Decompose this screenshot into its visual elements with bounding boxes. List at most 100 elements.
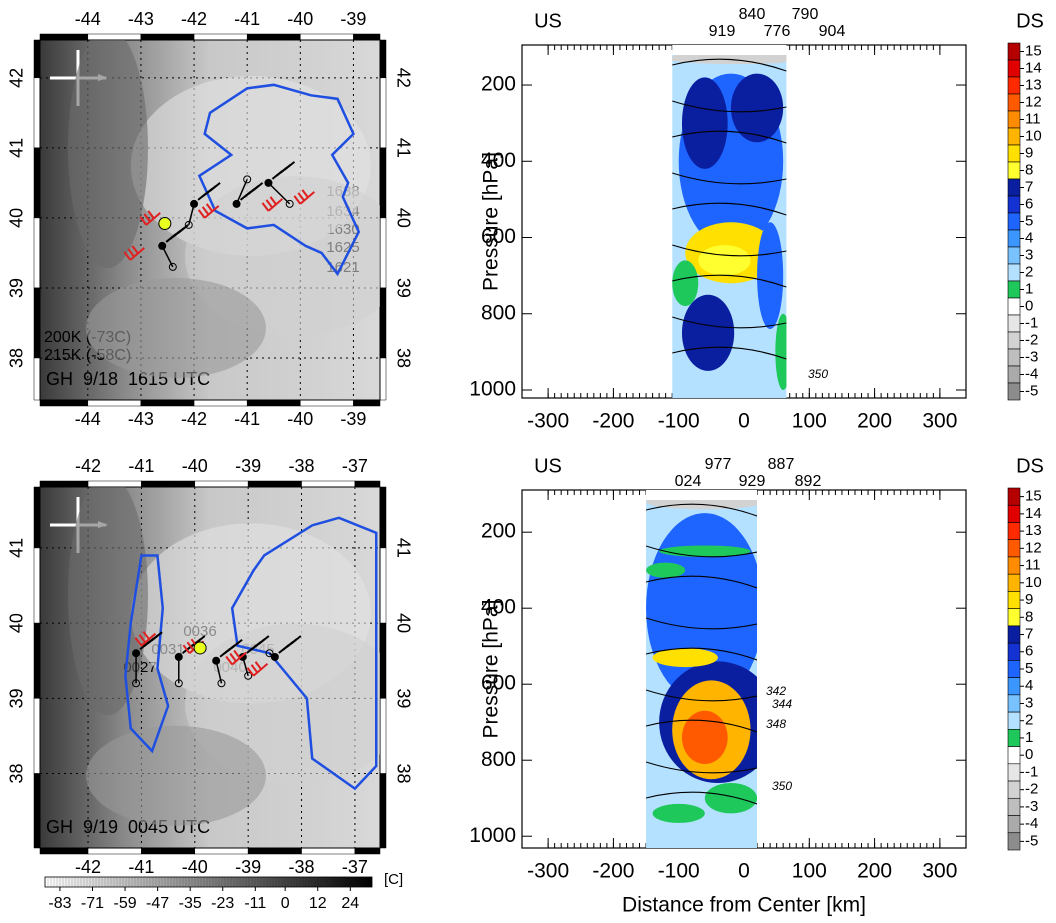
colorbar-box bbox=[1007, 660, 1021, 678]
isentrope bbox=[646, 791, 758, 805]
colorbar-box bbox=[1007, 195, 1021, 214]
x-tick-label: -42 bbox=[181, 409, 207, 429]
frame-bar bbox=[246, 33, 301, 41]
colorbar-box bbox=[1007, 76, 1021, 95]
frame-bar bbox=[379, 547, 387, 624]
y-tick-label: 41 bbox=[393, 538, 413, 558]
frame-bar bbox=[33, 547, 41, 624]
wind-barb bbox=[246, 667, 255, 677]
contour-label: 350 bbox=[808, 367, 828, 381]
x-tick-label: -200 bbox=[592, 410, 634, 433]
isentrope bbox=[672, 172, 787, 185]
sonde-splash bbox=[265, 649, 274, 658]
y-tick-label: 40 bbox=[7, 613, 27, 633]
cloud-contour bbox=[124, 554, 170, 754]
frame-bar bbox=[33, 217, 41, 289]
frame-bar bbox=[379, 357, 387, 401]
colorbar-box bbox=[1007, 556, 1021, 575]
x-tick-label: 0 bbox=[738, 860, 750, 883]
cloud-contour bbox=[197, 83, 361, 277]
isentrope bbox=[672, 274, 787, 288]
sonde-label: 904 bbox=[819, 23, 846, 40]
x-tick-label: -38 bbox=[289, 857, 315, 877]
frame-bar bbox=[379, 486, 387, 549]
sonde-drop bbox=[270, 652, 279, 661]
frame-bar bbox=[39, 847, 89, 855]
sonde-track bbox=[235, 179, 248, 205]
frame-bar bbox=[141, 480, 196, 488]
colorbar-box bbox=[1007, 229, 1021, 248]
sonde-drop bbox=[174, 652, 183, 661]
isentrope bbox=[672, 100, 787, 113]
section-panel: -300 -200 -100 0 100 200 3002004006008001000Pr… bbox=[469, 455, 1044, 916]
colorbar-box bbox=[1007, 522, 1021, 541]
cloud bbox=[86, 278, 266, 378]
frame-bar bbox=[247, 480, 302, 488]
sonde-drop bbox=[238, 652, 247, 661]
section-blob bbox=[652, 803, 705, 823]
wind-barb bbox=[231, 638, 243, 649]
y-tick-label: 600 bbox=[481, 672, 516, 695]
colorbar-label: 4 bbox=[1025, 229, 1033, 246]
frame-bar bbox=[193, 399, 248, 407]
isentrope bbox=[672, 316, 787, 329]
x-tick-label: 200 bbox=[857, 860, 892, 883]
x-tick-label: -39 bbox=[340, 9, 366, 29]
section-blob bbox=[681, 294, 735, 371]
colorbar-label: 13 bbox=[1025, 522, 1042, 539]
storm-center bbox=[158, 217, 172, 231]
colorbar-box bbox=[1007, 382, 1021, 401]
colorbar-box bbox=[1007, 246, 1021, 265]
x-tick-label: 100 bbox=[792, 410, 827, 433]
wind-barb bbox=[233, 649, 241, 660]
section-white bbox=[672, 45, 787, 55]
colorbar-box bbox=[1007, 591, 1021, 609]
x-tick-label: -200 bbox=[592, 860, 634, 883]
isentrope bbox=[646, 689, 758, 702]
colorbar-label: -4 bbox=[1025, 815, 1038, 832]
cloud bbox=[86, 725, 266, 826]
colorbar-box bbox=[1007, 331, 1021, 350]
colorbar-label: 15 bbox=[1025, 42, 1042, 59]
y-tick-label: 800 bbox=[481, 301, 516, 324]
sonde-splash bbox=[132, 679, 141, 688]
y-tick-label: 1000 bbox=[469, 824, 516, 847]
x-tick-label: -42 bbox=[181, 9, 207, 29]
colorbar-label: 13 bbox=[1025, 76, 1042, 93]
colorbar-box bbox=[1007, 144, 1021, 163]
sonde-label: 887 bbox=[768, 456, 795, 473]
isentrope bbox=[672, 346, 787, 360]
frame-bar bbox=[194, 480, 249, 488]
wind-barb bbox=[139, 216, 148, 226]
colorbar-label: 3 bbox=[1025, 694, 1033, 711]
frame-bar bbox=[379, 77, 387, 149]
isentrope bbox=[646, 503, 758, 517]
y-tick-label: 42 bbox=[7, 68, 27, 88]
wind-barb bbox=[229, 652, 237, 663]
y-tick-label: 400 bbox=[481, 149, 516, 172]
wind-barb bbox=[123, 251, 132, 261]
isentrope bbox=[646, 647, 758, 661]
frame-bar bbox=[87, 480, 142, 488]
downstream-label: DS bbox=[1016, 455, 1044, 477]
colorbar-unit: [C] bbox=[384, 871, 403, 888]
x-tick-label: -41 bbox=[234, 9, 260, 29]
x-tick-label: -40 bbox=[287, 409, 313, 429]
colorbar-box bbox=[1007, 127, 1021, 146]
frame-bar bbox=[379, 39, 387, 79]
downstream-label: DS bbox=[1016, 10, 1044, 32]
x-tick-label: -300 bbox=[527, 410, 569, 433]
colorbar-label: -23 bbox=[211, 895, 234, 912]
colorbar-label: 2 bbox=[1025, 712, 1033, 729]
frame-bar bbox=[33, 77, 41, 149]
wind-barb bbox=[127, 248, 136, 258]
colorbar-label: 12 bbox=[1025, 539, 1042, 556]
wind-barb bbox=[147, 210, 156, 220]
sonde-track bbox=[267, 182, 291, 205]
y-tick-label: 40 bbox=[393, 208, 413, 228]
x-tick-label: -37 bbox=[342, 857, 368, 877]
isentrope bbox=[672, 130, 787, 144]
x-tick-label: -41 bbox=[128, 456, 154, 476]
x-tick-label: -41 bbox=[128, 857, 154, 877]
wind-barb bbox=[250, 664, 259, 674]
